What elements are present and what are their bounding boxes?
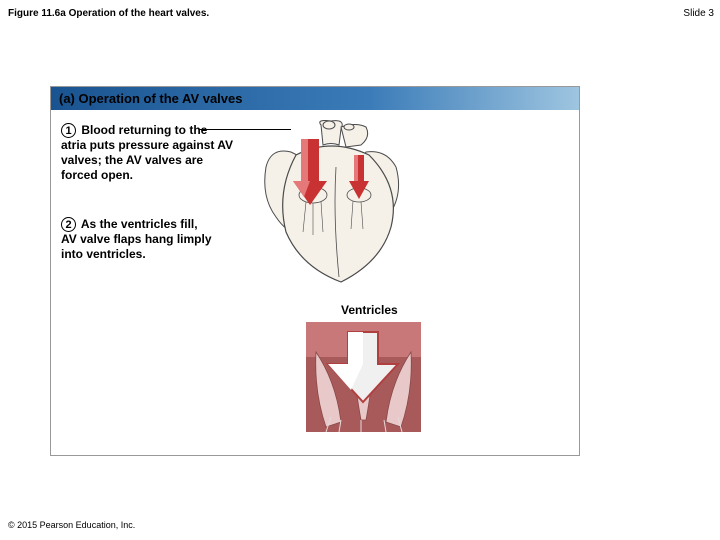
ventricles-label: Ventricles xyxy=(341,303,398,317)
copyright: © 2015 Pearson Education, Inc. xyxy=(8,520,135,530)
valve-closeup xyxy=(306,322,421,432)
step-2-number: 2 xyxy=(61,217,76,232)
step-2-text-a: As the ventricles fill, xyxy=(81,217,198,231)
figure-caption: Figure 11.6a Operation of the heart valv… xyxy=(8,8,209,19)
step-1: 1 Blood returning to the atria puts pres… xyxy=(61,123,236,183)
step-2-text-b: AV valve flaps hang limply into ventricl… xyxy=(61,232,212,261)
step-1-text-b: atria puts pressure against AV valves; t… xyxy=(61,138,233,182)
step-1-number: 1 xyxy=(61,123,76,138)
panel-title: (a) Operation of the AV valves xyxy=(51,87,579,110)
content-panel: (a) Operation of the AV valves 1 Blood r… xyxy=(50,86,580,456)
step-1-text-a: Blood returning to the xyxy=(81,123,207,137)
slide-number: Slide 3 xyxy=(683,8,714,19)
heart-diagram xyxy=(241,117,431,292)
step-2: 2 As the ventricles fill, AV valve flaps… xyxy=(61,217,231,262)
